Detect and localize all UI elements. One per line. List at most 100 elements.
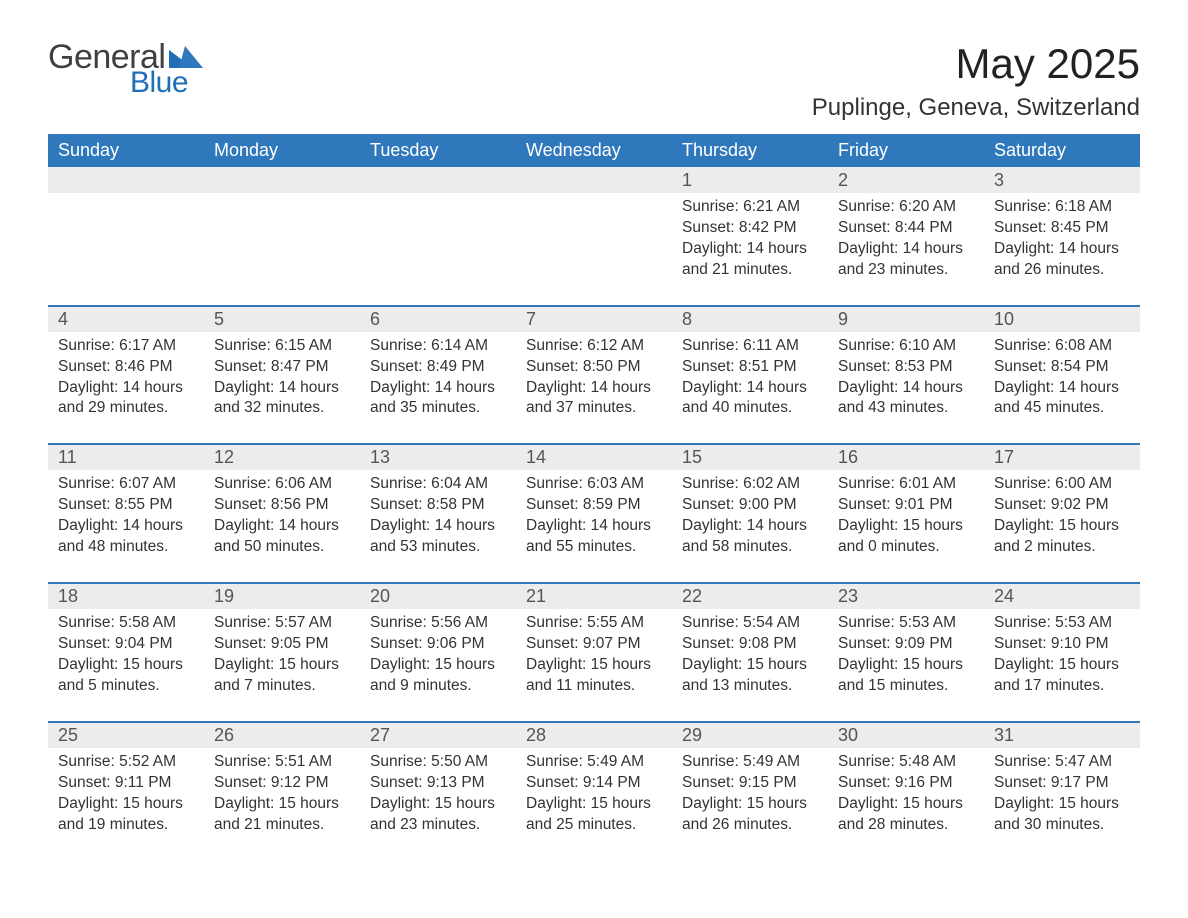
- day-number-row: 25262728293031: [48, 722, 1140, 748]
- daylight-line: Daylight: 15 hours and 2 minutes.: [994, 516, 1130, 558]
- sunset-line: Sunset: 8:45 PM: [994, 218, 1130, 239]
- day-number-cell: 8: [672, 306, 828, 332]
- day-number-cell: 7: [516, 306, 672, 332]
- daylight-line: Daylight: 15 hours and 21 minutes.: [214, 794, 350, 836]
- day-content-cell: Sunrise: 6:15 AMSunset: 8:47 PMDaylight:…: [204, 332, 360, 445]
- sunset-line: Sunset: 8:47 PM: [214, 357, 350, 378]
- daylight-line: Daylight: 14 hours and 55 minutes.: [526, 516, 662, 558]
- sunrise-line: Sunrise: 6:03 AM: [526, 474, 662, 495]
- sunrise-line: Sunrise: 6:02 AM: [682, 474, 818, 495]
- day-number-cell: 22: [672, 583, 828, 609]
- day-content-row: Sunrise: 6:17 AMSunset: 8:46 PMDaylight:…: [48, 332, 1140, 445]
- day-number-cell: 11: [48, 444, 204, 470]
- sunrise-line: Sunrise: 5:54 AM: [682, 613, 818, 634]
- day-number-cell: [204, 167, 360, 193]
- day-number-cell: 6: [360, 306, 516, 332]
- weekday-header: Monday: [204, 134, 360, 167]
- day-number-cell: [360, 167, 516, 193]
- day-content-cell: Sunrise: 5:57 AMSunset: 9:05 PMDaylight:…: [204, 609, 360, 722]
- daylight-line: Daylight: 14 hours and 48 minutes.: [58, 516, 194, 558]
- sunset-line: Sunset: 9:00 PM: [682, 495, 818, 516]
- day-number-cell: 24: [984, 583, 1140, 609]
- daylight-line: Daylight: 14 hours and 23 minutes.: [838, 239, 974, 281]
- day-number-cell: 13: [360, 444, 516, 470]
- day-content-cell: Sunrise: 6:18 AMSunset: 8:45 PMDaylight:…: [984, 193, 1140, 306]
- day-content-cell: Sunrise: 6:02 AMSunset: 9:00 PMDaylight:…: [672, 470, 828, 583]
- day-content-cell: Sunrise: 5:49 AMSunset: 9:14 PMDaylight:…: [516, 748, 672, 858]
- daylight-line: Daylight: 15 hours and 13 minutes.: [682, 655, 818, 697]
- sunrise-line: Sunrise: 5:49 AM: [526, 752, 662, 773]
- weekday-header: Thursday: [672, 134, 828, 167]
- sunrise-line: Sunrise: 6:08 AM: [994, 336, 1130, 357]
- sunset-line: Sunset: 9:14 PM: [526, 773, 662, 794]
- day-number-row: 123: [48, 167, 1140, 193]
- daylight-line: Daylight: 14 hours and 58 minutes.: [682, 516, 818, 558]
- sunrise-line: Sunrise: 6:01 AM: [838, 474, 974, 495]
- sunset-line: Sunset: 9:04 PM: [58, 634, 194, 655]
- weekday-header: Sunday: [48, 134, 204, 167]
- day-number-cell: 29: [672, 722, 828, 748]
- day-content-cell: Sunrise: 6:14 AMSunset: 8:49 PMDaylight:…: [360, 332, 516, 445]
- daylight-line: Daylight: 15 hours and 17 minutes.: [994, 655, 1130, 697]
- weekday-header-row: SundayMondayTuesdayWednesdayThursdayFrid…: [48, 134, 1140, 167]
- daylight-line: Daylight: 14 hours and 45 minutes.: [994, 378, 1130, 420]
- daylight-line: Daylight: 15 hours and 11 minutes.: [526, 655, 662, 697]
- sunset-line: Sunset: 8:42 PM: [682, 218, 818, 239]
- day-content-cell: Sunrise: 6:01 AMSunset: 9:01 PMDaylight:…: [828, 470, 984, 583]
- sunrise-line: Sunrise: 6:15 AM: [214, 336, 350, 357]
- day-content-cell: Sunrise: 6:07 AMSunset: 8:55 PMDaylight:…: [48, 470, 204, 583]
- sunset-line: Sunset: 9:11 PM: [58, 773, 194, 794]
- day-content-cell: Sunrise: 5:47 AMSunset: 9:17 PMDaylight:…: [984, 748, 1140, 858]
- day-content-cell: Sunrise: 5:50 AMSunset: 9:13 PMDaylight:…: [360, 748, 516, 858]
- day-number-cell: 23: [828, 583, 984, 609]
- sunset-line: Sunset: 9:08 PM: [682, 634, 818, 655]
- day-content-cell: [204, 193, 360, 306]
- page-header: General Blue May 2025 Puplinge, Geneva, …: [48, 40, 1140, 122]
- sunset-line: Sunset: 9:15 PM: [682, 773, 818, 794]
- day-number-cell: [516, 167, 672, 193]
- day-content-cell: Sunrise: 6:12 AMSunset: 8:50 PMDaylight:…: [516, 332, 672, 445]
- day-number-cell: 17: [984, 444, 1140, 470]
- day-content-cell: [516, 193, 672, 306]
- day-content-row: Sunrise: 6:07 AMSunset: 8:55 PMDaylight:…: [48, 470, 1140, 583]
- day-content-cell: [48, 193, 204, 306]
- day-content-cell: Sunrise: 6:03 AMSunset: 8:59 PMDaylight:…: [516, 470, 672, 583]
- weekday-header: Wednesday: [516, 134, 672, 167]
- day-content-cell: Sunrise: 5:51 AMSunset: 9:12 PMDaylight:…: [204, 748, 360, 858]
- sunrise-line: Sunrise: 6:20 AM: [838, 197, 974, 218]
- day-number-cell: 3: [984, 167, 1140, 193]
- day-number-cell: 19: [204, 583, 360, 609]
- sunset-line: Sunset: 8:50 PM: [526, 357, 662, 378]
- sunset-line: Sunset: 9:10 PM: [994, 634, 1130, 655]
- sunset-line: Sunset: 8:55 PM: [58, 495, 194, 516]
- sunset-line: Sunset: 8:53 PM: [838, 357, 974, 378]
- daylight-line: Daylight: 15 hours and 28 minutes.: [838, 794, 974, 836]
- day-content-cell: Sunrise: 5:54 AMSunset: 9:08 PMDaylight:…: [672, 609, 828, 722]
- sunrise-line: Sunrise: 6:07 AM: [58, 474, 194, 495]
- day-number-cell: 10: [984, 306, 1140, 332]
- sunrise-line: Sunrise: 6:00 AM: [994, 474, 1130, 495]
- sunrise-line: Sunrise: 6:11 AM: [682, 336, 818, 357]
- daylight-line: Daylight: 14 hours and 43 minutes.: [838, 378, 974, 420]
- day-number-cell: 12: [204, 444, 360, 470]
- calendar-table: SundayMondayTuesdayWednesdayThursdayFrid…: [48, 134, 1140, 858]
- sunrise-line: Sunrise: 5:55 AM: [526, 613, 662, 634]
- daylight-line: Daylight: 15 hours and 0 minutes.: [838, 516, 974, 558]
- weekday-header: Friday: [828, 134, 984, 167]
- day-content-cell: Sunrise: 5:52 AMSunset: 9:11 PMDaylight:…: [48, 748, 204, 858]
- day-content-cell: Sunrise: 5:58 AMSunset: 9:04 PMDaylight:…: [48, 609, 204, 722]
- sunrise-line: Sunrise: 5:53 AM: [838, 613, 974, 634]
- day-content-cell: Sunrise: 5:55 AMSunset: 9:07 PMDaylight:…: [516, 609, 672, 722]
- sunset-line: Sunset: 9:12 PM: [214, 773, 350, 794]
- day-content-row: Sunrise: 5:52 AMSunset: 9:11 PMDaylight:…: [48, 748, 1140, 858]
- sunrise-line: Sunrise: 6:21 AM: [682, 197, 818, 218]
- calendar-page: General Blue May 2025 Puplinge, Geneva, …: [0, 0, 1188, 878]
- daylight-line: Daylight: 15 hours and 26 minutes.: [682, 794, 818, 836]
- sunset-line: Sunset: 8:51 PM: [682, 357, 818, 378]
- sunrise-line: Sunrise: 5:57 AM: [214, 613, 350, 634]
- sunrise-line: Sunrise: 5:48 AM: [838, 752, 974, 773]
- sunrise-line: Sunrise: 5:58 AM: [58, 613, 194, 634]
- daylight-line: Daylight: 14 hours and 37 minutes.: [526, 378, 662, 420]
- sunrise-line: Sunrise: 6:12 AM: [526, 336, 662, 357]
- day-number-cell: 26: [204, 722, 360, 748]
